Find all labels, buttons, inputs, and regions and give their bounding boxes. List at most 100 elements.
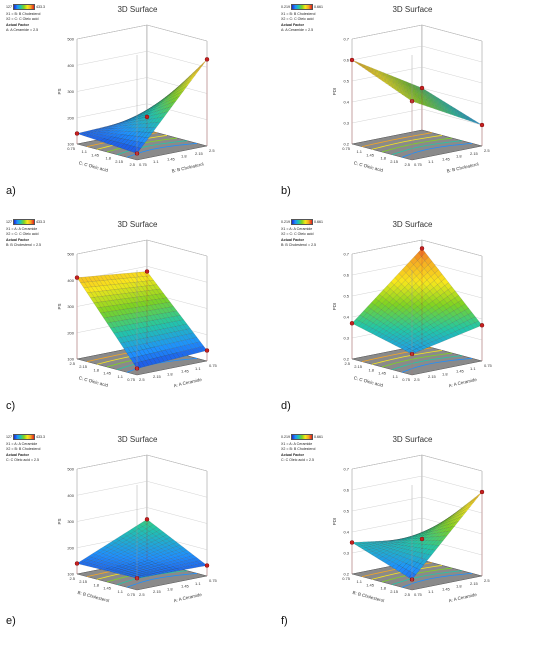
surface-patch <box>178 330 187 336</box>
surface-patch <box>386 73 395 78</box>
left-axis-tick-label: 1.1 <box>81 149 87 154</box>
legend-actual-factor-heading: Actual Factor <box>6 23 29 28</box>
surface-patch <box>403 91 411 96</box>
surface-patch <box>458 327 467 334</box>
surface-patch <box>378 71 386 76</box>
surface-patch <box>181 560 190 565</box>
surface-plot: 0.2 0.3 0.4 0.5 0.6 0.7 PDI 0.75 1.1 1.45 1.8 2.15 2… <box>332 239 493 388</box>
surface-patch <box>420 345 428 350</box>
legend-x1: X1 = B: B Cholesterol <box>6 12 41 16</box>
z-tick-label: 0.4 <box>343 530 349 535</box>
legend-x2: X2 = C: C Oleic acid <box>6 231 39 236</box>
legend-x1: X1 = A: A Ceramide <box>281 227 313 231</box>
z-tick-label: 400 <box>67 278 74 283</box>
wall-gridline <box>146 454 208 472</box>
surface-patch <box>179 547 188 552</box>
surface-patch <box>460 310 469 317</box>
surface-patch <box>444 103 452 108</box>
surface-patch <box>99 550 108 554</box>
surface-patch <box>117 569 126 573</box>
surface-patch <box>124 549 133 554</box>
floor-contour <box>391 140 463 156</box>
wall-gridline <box>421 475 483 493</box>
surface-patch <box>424 104 432 108</box>
surface-patch <box>437 323 446 329</box>
surface-patch <box>153 546 162 551</box>
legend-actual-factor-heading: Actual Factor <box>281 238 304 243</box>
surface-patch <box>139 564 148 568</box>
surface-patch <box>169 560 178 564</box>
surface-patch <box>443 329 452 336</box>
right-axis-tick-label: 2.5 <box>414 377 420 382</box>
right-axis-tick-label: 1.1 <box>195 366 201 371</box>
left-axis-tick-label: 2.5 <box>404 162 410 167</box>
surface-patch <box>454 295 463 303</box>
left-axis-tick-label: 0.75 <box>67 146 76 151</box>
surface-patch <box>385 540 394 543</box>
wall-gridline <box>421 108 483 126</box>
surface-patch <box>371 73 380 78</box>
floor-contour <box>401 142 473 158</box>
surface-patch <box>421 94 429 99</box>
surface-patch <box>83 559 92 564</box>
right-axis-tick-label: 0.75 <box>414 592 423 597</box>
legend-x1: X1 = B: B Cholesterol <box>281 12 316 16</box>
surface-patch <box>411 87 419 92</box>
wall-gridline <box>351 496 423 512</box>
surface-patch <box>155 298 163 305</box>
surface-patch <box>156 555 165 560</box>
surface-patch <box>365 69 373 74</box>
surface-patch <box>443 296 452 304</box>
z-tick-label: 300 <box>67 304 74 309</box>
right-axis-tick-label: 1.45 <box>181 584 190 589</box>
left-axis-label: B: B Cholesterol <box>352 590 385 603</box>
left-axis-tick-label: 0.75 <box>127 592 136 597</box>
surface-patch <box>121 131 130 136</box>
surface-patch <box>152 572 161 575</box>
surface-patch <box>118 120 126 124</box>
surface-patch <box>136 543 144 548</box>
surface-patch <box>421 100 429 105</box>
surface-patch <box>416 93 425 98</box>
wall-gridline <box>146 239 208 257</box>
surface-patch <box>167 555 176 559</box>
surface-patch <box>413 91 421 96</box>
legend-gradient <box>291 434 313 440</box>
surface-patch <box>451 113 459 118</box>
surface-patch <box>407 92 415 97</box>
surface-patch <box>161 543 170 548</box>
surface-patch <box>133 362 142 369</box>
surface-patch <box>143 565 152 569</box>
surface-panel-f: 0.2 0.3 0.4 0.5 0.6 0.7 PDI 2.5 2.15 1.8 1.45 1.1 0.… <box>275 430 550 645</box>
surface-patch <box>148 358 157 365</box>
surface-patch <box>142 348 151 355</box>
surface-patch <box>393 78 401 83</box>
legend-actual-factor-heading: Actual Factor <box>281 453 304 458</box>
surface-patch <box>460 316 468 323</box>
surface-patch <box>101 130 110 133</box>
panel-label: c) <box>6 400 16 412</box>
surface-patch <box>419 97 427 101</box>
surface-patch <box>103 565 112 569</box>
surface-patch <box>409 90 417 95</box>
surface-patch <box>160 570 169 574</box>
left-axis-label: C: C Oleic acid <box>353 375 384 388</box>
left-axis-tick-label: 1.1 <box>117 374 123 379</box>
surface-patch <box>451 331 459 337</box>
legend-min: 127 <box>6 434 12 439</box>
left-axis-tick-label: 0.75 <box>342 146 351 151</box>
legend-max: 0.661 <box>314 434 323 439</box>
legend-max: 433.3 <box>36 219 45 224</box>
surface-patch <box>436 333 444 339</box>
wall-gridline <box>351 24 423 40</box>
left-axis-tick-label: 0.75 <box>342 576 351 581</box>
legend-x2: X2 = C: C Oleic acid <box>281 16 314 21</box>
surface-plot: 100 200 300 400 500 PS 2.5 2.15 1.8 1.45 1.1 0.75 0.… <box>57 24 215 174</box>
surface-patch <box>127 302 136 309</box>
surface-patch <box>151 563 160 567</box>
z-axis-label: PDI <box>332 303 337 311</box>
surface-patch <box>104 132 113 137</box>
surface-patch <box>449 109 457 114</box>
floor-contour <box>401 357 473 373</box>
surface-patch <box>443 334 452 340</box>
